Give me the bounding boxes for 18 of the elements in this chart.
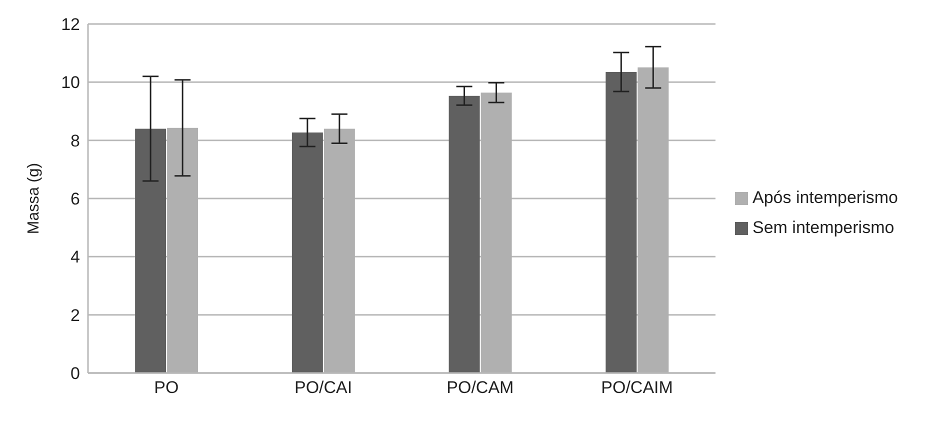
legend-label: Sem intemperismo bbox=[752, 218, 894, 237]
x-tick-label: PO/CAM bbox=[446, 378, 514, 398]
y-tick-label: 4 bbox=[70, 248, 80, 267]
y-tick-label: 0 bbox=[70, 364, 80, 384]
y-axis-title: Massa (g) bbox=[26, 162, 43, 234]
bar bbox=[292, 132, 323, 373]
y-tick-label: 2 bbox=[70, 306, 80, 325]
x-tick-label: PO/CAIM bbox=[601, 378, 673, 398]
bar bbox=[135, 128, 166, 373]
x-tick-label: PO/CAI bbox=[294, 378, 352, 398]
bar bbox=[606, 72, 637, 373]
y-tick-label: 12 bbox=[61, 15, 80, 34]
y-tick-label: 8 bbox=[70, 131, 80, 150]
x-tick-label: PO bbox=[154, 378, 179, 398]
y-tick-label: 10 bbox=[61, 73, 80, 92]
legend-label: Após intemperismo bbox=[752, 188, 898, 207]
y-tick-label: 6 bbox=[70, 190, 80, 209]
bar bbox=[448, 96, 480, 373]
